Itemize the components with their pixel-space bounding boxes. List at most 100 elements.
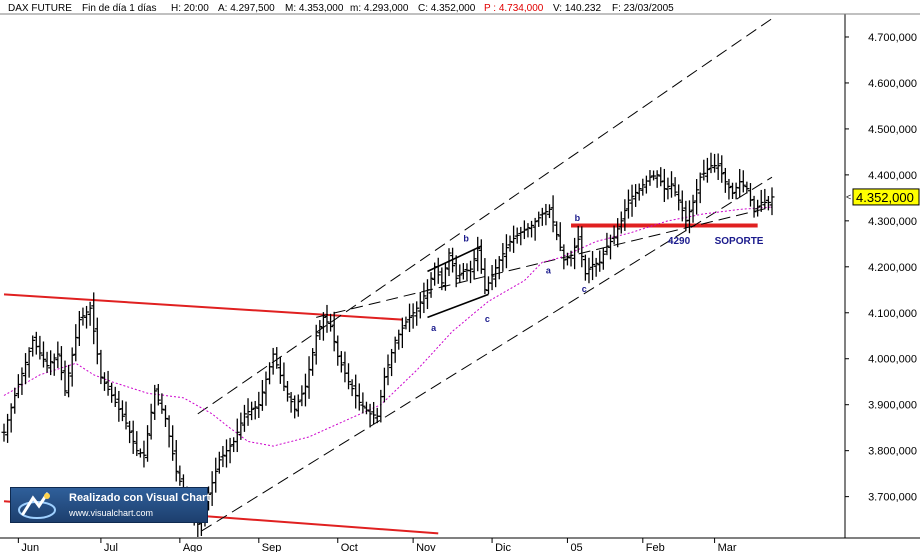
price-bar	[608, 234, 614, 260]
price-bar	[40, 341, 46, 368]
price-bar	[636, 183, 642, 201]
price-bar	[105, 370, 111, 396]
x-tick-label: Oct	[341, 542, 358, 552]
x-axis: Jun Jul Ago Sep Oct Nov Dic 05 Feb Mar	[17, 538, 737, 554]
price-bar	[58, 346, 64, 381]
price-bar	[173, 440, 179, 482]
price-bar	[604, 232, 610, 256]
annotation-layer: a b c a b c 4290 SOPORTE	[431, 213, 764, 333]
price-bar	[715, 153, 721, 180]
last-price-pointer: <	[846, 192, 851, 202]
price-bar	[694, 179, 700, 215]
price-bar	[1, 423, 7, 442]
price-bar	[80, 307, 86, 326]
price-bar	[765, 195, 771, 211]
price-bar	[119, 400, 125, 422]
price-bar	[252, 400, 258, 420]
price-bar	[76, 310, 82, 346]
price-bar	[450, 247, 456, 273]
price-bar	[439, 267, 445, 291]
price-bar	[690, 194, 696, 223]
header-volume: V: 140.232	[553, 3, 601, 14]
price-bar	[435, 257, 441, 284]
price-bar	[23, 353, 29, 385]
price-bar	[302, 373, 308, 407]
price-bar	[399, 317, 405, 349]
price-bar	[87, 301, 93, 326]
price-bar	[317, 320, 323, 341]
price-bar	[227, 437, 233, 464]
price-bar	[442, 262, 448, 291]
price-bar	[363, 401, 369, 415]
price-bar	[769, 187, 775, 216]
price-bar	[511, 225, 517, 253]
x-tick-label: Jun	[21, 542, 39, 552]
price-bar	[600, 247, 606, 270]
price-bar	[245, 398, 251, 426]
price-bar	[701, 159, 707, 181]
x-tick-label: 05	[570, 542, 582, 552]
price-bar	[288, 392, 294, 413]
price-bar	[313, 324, 319, 365]
price-bar	[19, 367, 25, 395]
price-bar	[295, 394, 301, 417]
price-bar	[310, 348, 316, 376]
price-bar	[12, 387, 18, 414]
price-bar	[597, 250, 603, 272]
price-bar	[213, 457, 219, 493]
price-bar	[324, 304, 330, 333]
y-tick-label: 4.600,000	[868, 78, 917, 90]
price-bar	[37, 335, 43, 360]
price-bar	[55, 341, 61, 369]
price-bar	[338, 351, 344, 373]
visual-chart-logo-mark	[18, 492, 56, 519]
price-bar	[320, 312, 326, 341]
last-price-tag: 4.352,000 <	[846, 188, 920, 206]
x-tick-label: Dic	[495, 542, 511, 552]
price-bar	[331, 311, 337, 352]
price-bar	[529, 220, 535, 238]
price-bar	[708, 152, 714, 174]
y-tick-label: 4.300,000	[868, 216, 917, 228]
chart-annotation: c	[582, 284, 587, 294]
price-bar	[44, 351, 50, 373]
price-bar	[170, 425, 176, 461]
chart-annotation: b	[463, 234, 469, 244]
price-bar	[259, 379, 265, 411]
y-axis: 3.700,000 3.800,000 3.900,000 4.000,000 4.10…	[845, 32, 917, 504]
price-bar	[123, 401, 129, 430]
price-bar	[679, 190, 685, 222]
last-price-box	[852, 188, 920, 206]
price-bar	[51, 353, 57, 376]
price-bar	[554, 221, 560, 241]
price-bar	[740, 170, 746, 193]
price-bar	[579, 226, 585, 268]
price-bar	[274, 347, 280, 369]
price-bar	[575, 225, 581, 253]
price-bar	[686, 200, 692, 234]
price-bar	[536, 211, 542, 227]
price-bar	[371, 401, 377, 425]
price-bar	[48, 350, 54, 376]
price-bar	[557, 222, 563, 252]
price-bar	[155, 383, 161, 406]
price-bar	[30, 335, 36, 357]
price-bar	[521, 220, 527, 240]
header-p-value: P : 4.734,000	[484, 3, 544, 14]
price-bar	[141, 440, 147, 468]
channel-line	[316, 206, 773, 318]
header-period: Fin de día 1 días	[82, 3, 157, 14]
x-tick-label: Jul	[104, 542, 118, 552]
price-bar	[615, 218, 621, 248]
price-bar	[281, 362, 287, 392]
chart-annotation: SOPORTE	[715, 236, 764, 247]
chart-annotation: c	[485, 314, 490, 324]
y-tick-label: 4.000,000	[868, 354, 917, 366]
price-bar	[127, 420, 133, 444]
price-bar	[249, 401, 255, 421]
price-bar	[238, 412, 244, 440]
price-bar	[543, 203, 549, 226]
price-bar	[130, 420, 136, 454]
channel-line	[197, 18, 773, 415]
